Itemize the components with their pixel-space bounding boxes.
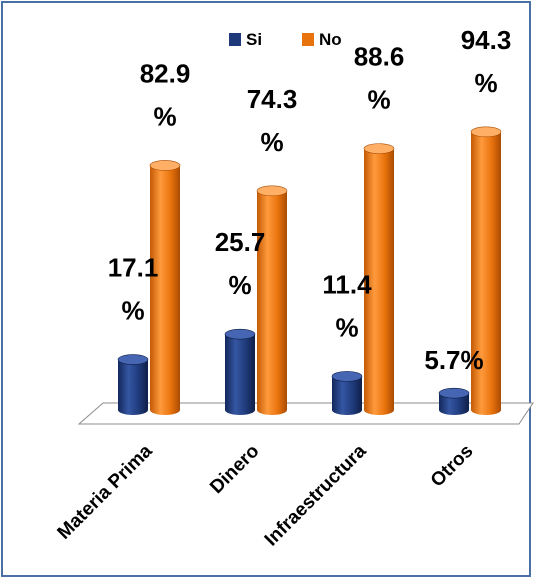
bar-top — [438, 387, 470, 399]
bar-body — [471, 131, 501, 415]
bar-body — [150, 165, 180, 415]
legend-swatch-si — [229, 33, 241, 46]
legend-swatch-no — [302, 33, 314, 46]
data-label-unit: % — [474, 68, 497, 98]
bar-top — [149, 160, 181, 171]
bar-top — [331, 371, 363, 382]
data-label-value: 25.7 — [215, 227, 266, 257]
bar-no-dinero — [256, 185, 288, 415]
data-label-value: 17.1 — [108, 253, 159, 283]
data-label-unit: % — [335, 312, 358, 342]
bar-top — [117, 354, 149, 365]
data-label-unit: % — [153, 101, 176, 131]
bar-body — [118, 359, 148, 415]
bar-no-materia-prima — [149, 160, 181, 415]
legend-label-no: No — [319, 30, 342, 49]
category-label-infraestructura: Infraestructura — [261, 440, 371, 550]
bar-si-dinero — [224, 328, 256, 415]
data-label-value: 5.7% — [424, 345, 483, 375]
bar-body — [332, 376, 362, 415]
data-label-si-dinero: 25.7% — [215, 227, 266, 300]
bar-si-infraestructura — [331, 371, 363, 415]
bar-top — [224, 328, 256, 340]
data-label-unit: % — [260, 127, 283, 157]
bar-no-infraestructura — [363, 143, 395, 415]
legend: Si No — [229, 30, 342, 49]
data-label-no-infraestructura: 88.6% — [354, 42, 405, 115]
legend-label-si: Si — [246, 30, 262, 49]
bar-body — [257, 190, 287, 415]
data-label-value: 94.3 — [461, 25, 512, 55]
bar-no-otros — [470, 126, 502, 415]
category-label-otros: Otros — [427, 441, 478, 492]
data-label-si-materia-prima: 17.1% — [108, 253, 159, 326]
data-label-value: 88.6 — [354, 42, 405, 72]
bar-top — [256, 185, 288, 197]
bar-body — [364, 148, 394, 415]
data-label-unit: % — [367, 85, 390, 115]
bar-si-materia-prima — [117, 354, 149, 415]
data-label-value: 82.9 — [140, 58, 191, 88]
bar-top — [470, 126, 502, 138]
data-label-unit: % — [228, 270, 251, 300]
bar-si-otros — [438, 387, 470, 415]
data-label-no-materia-prima: 82.9% — [140, 58, 191, 131]
data-label-no-dinero: 74.3% — [247, 84, 298, 157]
category-label-dinero: Dinero — [206, 441, 263, 498]
data-labels-layer: 17.1%82.9%25.7%74.3%11.4%88.6%5.7%94.3% — [108, 25, 512, 375]
data-label-value: 11.4 — [322, 269, 372, 299]
category-label-materia-prima: Materia Prima — [54, 440, 157, 543]
data-label-si-infraestructura: 11.4% — [322, 269, 372, 342]
bars-layer — [117, 126, 502, 415]
data-label-si-otros: 5.7% — [424, 345, 483, 375]
bar-body — [439, 393, 469, 415]
data-label-no-otros: 94.3% — [461, 25, 512, 98]
data-label-unit: % — [121, 296, 144, 326]
bar-body — [225, 334, 255, 415]
data-label-value: 74.3 — [247, 84, 298, 114]
bar-top — [363, 143, 395, 154]
